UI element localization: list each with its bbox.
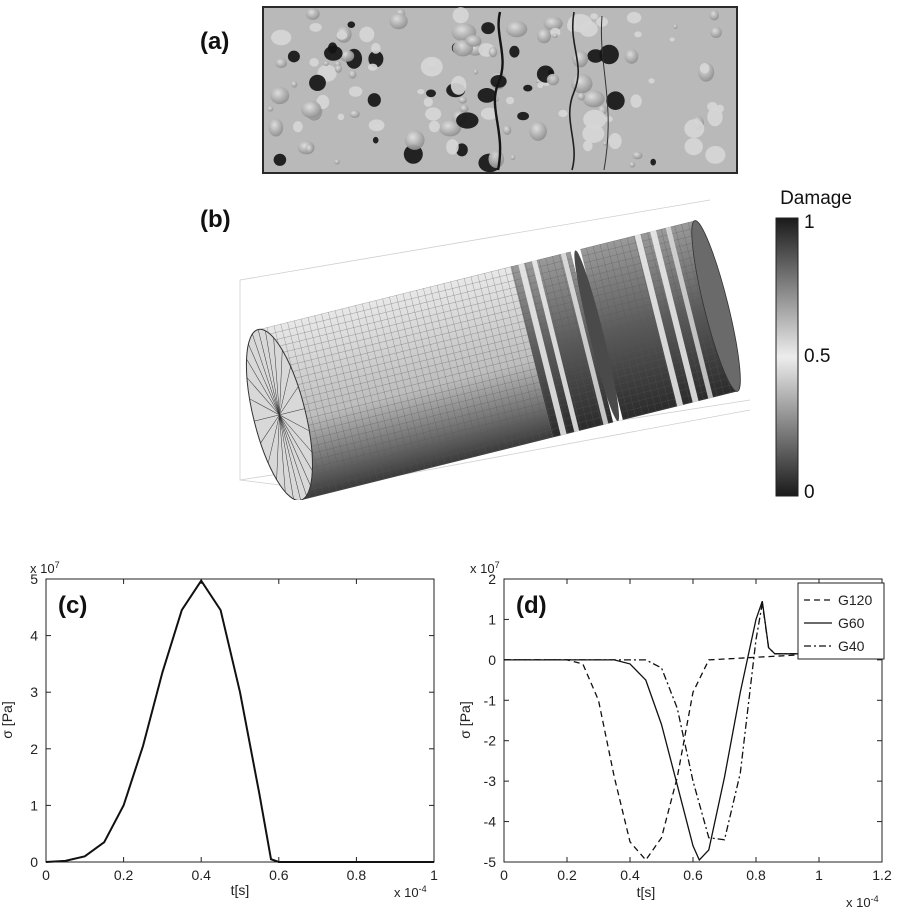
chart-d-xlabel: t[s] <box>637 884 656 900</box>
panel-label-d: (d) <box>516 592 547 619</box>
chart-c-xtick: 0.4 <box>191 867 211 883</box>
chart-c-ytick: 0 <box>30 854 38 870</box>
chart-c-ytick: 1 <box>30 797 38 813</box>
chart-c-xlabel: t[s] <box>231 882 250 898</box>
chart-c-xtick: 0 <box>42 867 50 883</box>
chart-d-ytick: -4 <box>484 814 497 830</box>
chart-c-xtick: 0.2 <box>114 867 134 883</box>
chart-c-ytick: 3 <box>30 684 38 700</box>
legend: G120 G60 G40 <box>797 582 885 660</box>
legend-label-g120: G120 <box>838 592 872 608</box>
specimen-photo <box>262 6 738 174</box>
chart-c-ylabel: σ [Pa] <box>0 701 15 738</box>
chart-c-xtick: 0.6 <box>269 867 289 883</box>
chart-d-ytick: -1 <box>484 692 497 708</box>
chart-c-y-multiplier: x 107 <box>30 560 60 576</box>
colorbar-tick-1: 1 <box>804 212 815 233</box>
chart-d-x-multiplier: x 10-4 <box>846 894 879 910</box>
chart-d-xtick: 1.2 <box>872 867 892 883</box>
colorbar-tick-0: 0 <box>804 482 815 503</box>
panel-label-c: (c) <box>58 592 87 619</box>
chart-d-y-multiplier: x 107 <box>470 560 500 576</box>
damage-colorbar: Damage 1 0.5 0 <box>775 188 852 503</box>
series-line-g60 <box>504 600 819 862</box>
chart-c-xtick: 1 <box>430 867 438 883</box>
series-line-g120 <box>504 653 820 862</box>
legend-label-g60: G60 <box>838 615 865 631</box>
chart-d-xtick: 0.6 <box>683 867 703 883</box>
chart-d-ytick: 1 <box>488 611 496 627</box>
chart-c-ytick: 5 <box>30 571 38 587</box>
chart-d-ytick: -2 <box>484 733 497 749</box>
chart-d-xtick: 1 <box>815 867 823 883</box>
chart-d-ytick: 2 <box>488 571 496 587</box>
chart-c-xtick: 0.8 <box>347 867 367 883</box>
colorbar-title: Damage <box>780 188 852 209</box>
panel-label-a: (a) <box>200 28 230 55</box>
chart-d-xtick: 0 <box>500 867 508 883</box>
chart-d-xtick: 0.8 <box>746 867 766 883</box>
chart-d-ytick: -5 <box>484 854 497 870</box>
stress-comparison-chart-d: x 107 (d) 0 0.2 0.4 0.6 0.8 1 1.2 2 1 0 -1 -2 -3 -4 -5… <box>457 560 892 910</box>
chart-d-xtick: 0.2 <box>557 867 577 883</box>
chart-c-ytick: 4 <box>30 628 38 644</box>
series-line-g40 <box>504 603 819 841</box>
damage-mesh-plot <box>239 199 750 500</box>
chart-d-ytick: -3 <box>484 773 497 789</box>
chart-c-ytick: 2 <box>30 741 38 757</box>
stress-pulse-chart-c: x 107 (c) 0 0.2 0.4 0.6 0.8 1 0 1 2 3 4 5 t[s] σ [P… <box>0 560 438 900</box>
chart-d-ytick: 0 <box>488 652 496 668</box>
panel-label-b: (b) <box>200 206 231 233</box>
series-line-c <box>45 578 434 863</box>
chart-d-ylabel: σ [Pa] <box>457 701 473 738</box>
colorbar-tick-0-5: 0.5 <box>804 346 830 367</box>
legend-label-g40: G40 <box>838 638 865 654</box>
chart-c-x-multiplier: x 10-4 <box>394 884 427 900</box>
chart-d-xtick: 0.4 <box>620 867 640 883</box>
